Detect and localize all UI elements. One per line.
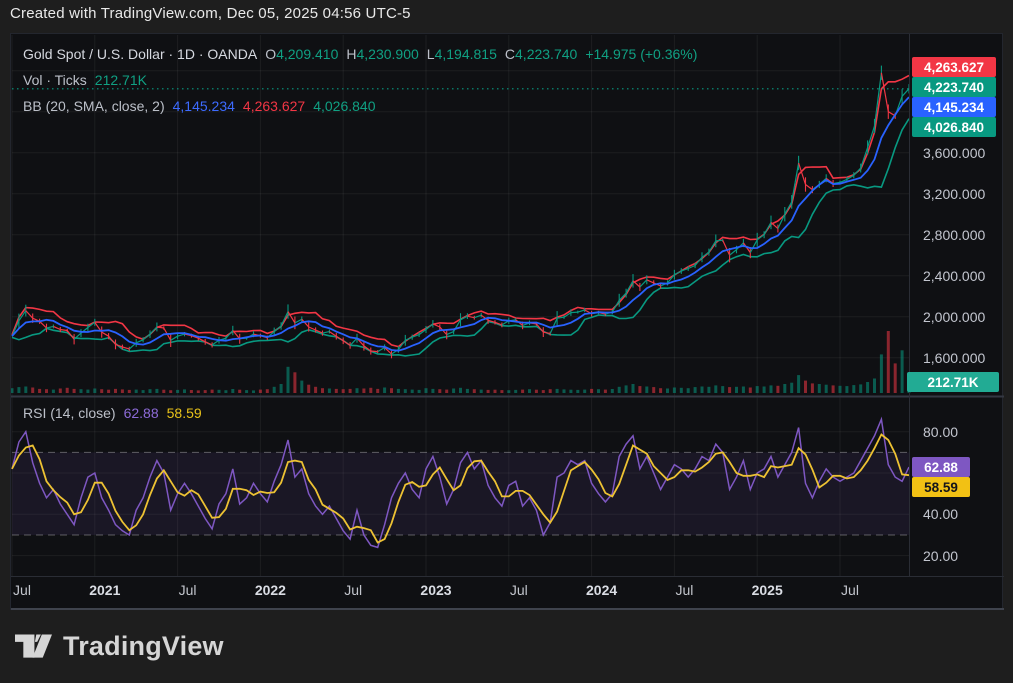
chart-canvas[interactable] [10,34,1004,611]
price-badge-bb-lower: 4,026.840 [912,117,996,137]
volume-value: 212.71K [94,72,147,88]
bb-basis-line [11,96,910,352]
bb-upper-line [11,74,910,348]
volume-legend[interactable]: Vol · Ticks 212.71K [23,72,147,88]
ohlc-high: H 4,230.900 [346,46,419,62]
attribution-text: Created with TradingView.com, Dec 05, 20… [10,5,411,22]
price-badge-bb-upper: 4,263.627 [912,57,996,77]
symbol-title: Gold Spot / U.S. Dollar · 1D · OANDA [23,46,258,62]
ohlc-low: L 4,194.815 [426,46,497,62]
price-change: +14.975 (+0.36%) [585,46,698,62]
price-series [11,65,910,359]
chart-svg[interactable] [10,34,1004,611]
price-badge-last-price: 4,223.740 [912,77,996,97]
rsi-label: RSI (14, close) [23,405,116,421]
rsi-tick-label: 20.00 [923,547,959,564]
price-tick-label: 2,400.000 [923,267,986,284]
time-tick-month: Jul [344,582,363,598]
bb-upper-value: 4,263.627 [242,98,306,114]
time-tick-month: Jul [509,582,528,598]
rsi-legend[interactable]: RSI (14, close) 62.88 58.59 [23,405,202,421]
time-tick-year: 2023 [420,582,452,598]
footer: TradingView [0,610,1013,683]
tradingview-logo-icon[interactable] [15,634,52,659]
ohlc-open: O 4,209.410 [265,46,339,62]
time-tick-month: Jul [13,582,31,598]
bb-basis-value: 4,145.234 [172,98,235,114]
main-legend[interactable]: Gold Spot / U.S. Dollar · 1D · OANDA O 4,… [23,46,697,62]
chart-widget: Gold Spot / U.S. Dollar · 1D · OANDA O 4,… [10,33,1004,611]
time-tick-month: Jul [841,582,859,598]
bb-lower-line [11,118,910,357]
bb-legend[interactable]: BB (20, SMA, close, 2) 4,145.234 4,263.6… [23,98,376,114]
time-tick-year: 2021 [89,582,121,598]
tradingview-brand-text[interactable]: TradingView [63,631,224,661]
rsi-tick-label: 40.00 [923,506,959,523]
bb-lower-value: 4,026.840 [313,98,376,114]
rsi-ma-line [11,433,910,544]
time-tick-year: 2025 [751,582,783,598]
time-tick-year: 2024 [586,582,618,598]
time-tick-year: 2022 [254,582,286,598]
volume-bars [10,331,911,393]
rsi-badge-rsi-ma-value: 58.59 [912,477,970,497]
time-tick-month: Jul [178,582,197,598]
volume-label: Vol · Ticks [23,72,87,88]
price-badge-bb-basis: 4,145.234 [912,97,996,117]
price-tick-label: 1,600.000 [923,349,986,366]
volume-badge: 212.71K [907,372,999,392]
rsi-tick-label: 80.00 [923,423,959,440]
rsi-ma-value: 58.59 [166,405,202,421]
time-tick-month: Jul [675,582,694,598]
rsi-badge-rsi-value: 62.88 [912,457,970,477]
price-tick-label: 2,000.000 [923,308,986,325]
price-tick-label: 2,800.000 [923,226,986,243]
price-tick-label: 3,200.000 [923,185,986,202]
rsi-value: 62.88 [123,405,159,421]
ohlc-close: C 4,223.740 [504,46,578,62]
price-tick-label: 3,600.000 [923,144,986,161]
bb-label: BB (20, SMA, close, 2) [23,98,165,114]
rsi-line [11,416,910,549]
